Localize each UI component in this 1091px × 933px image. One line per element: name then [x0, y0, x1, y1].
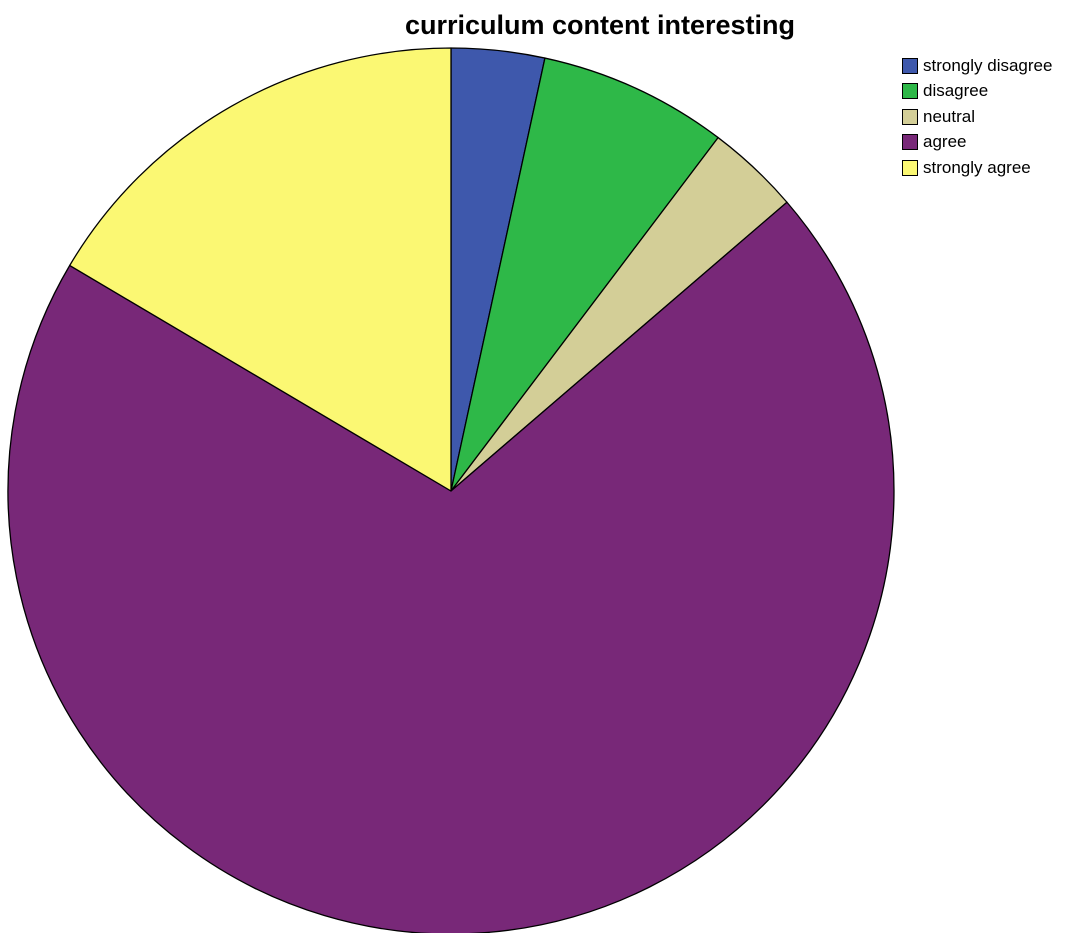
legend-label: strongly agree — [923, 157, 1031, 177]
legend-swatch — [902, 57, 918, 74]
chart-title: curriculum content interesting — [404, 10, 796, 40]
legend: strongly disagree disagree neutral agree… — [902, 53, 1052, 181]
legend-swatch — [902, 108, 918, 125]
legend-item-neutral: neutral — [902, 104, 1052, 130]
legend-item-disagree: disagree — [902, 79, 1052, 105]
legend-label: agree — [923, 132, 967, 152]
legend-item-strongly-agree: strongly agree — [902, 155, 1052, 181]
legend-swatch — [902, 159, 918, 176]
pie-slices — [7, 47, 895, 933]
legend-label: disagree — [923, 81, 989, 101]
legend-label: strongly disagree — [923, 55, 1053, 75]
legend-swatch — [902, 83, 918, 100]
legend-item-strongly-disagree: strongly disagree — [902, 53, 1052, 79]
pie-slice-disagree — [450, 57, 719, 492]
pie-slice-strongly-agree — [69, 47, 452, 492]
legend-item-agree: agree — [902, 130, 1052, 156]
legend-label: neutral — [923, 106, 975, 126]
legend-swatch — [902, 134, 918, 151]
pie-slice-agree — [7, 201, 895, 933]
